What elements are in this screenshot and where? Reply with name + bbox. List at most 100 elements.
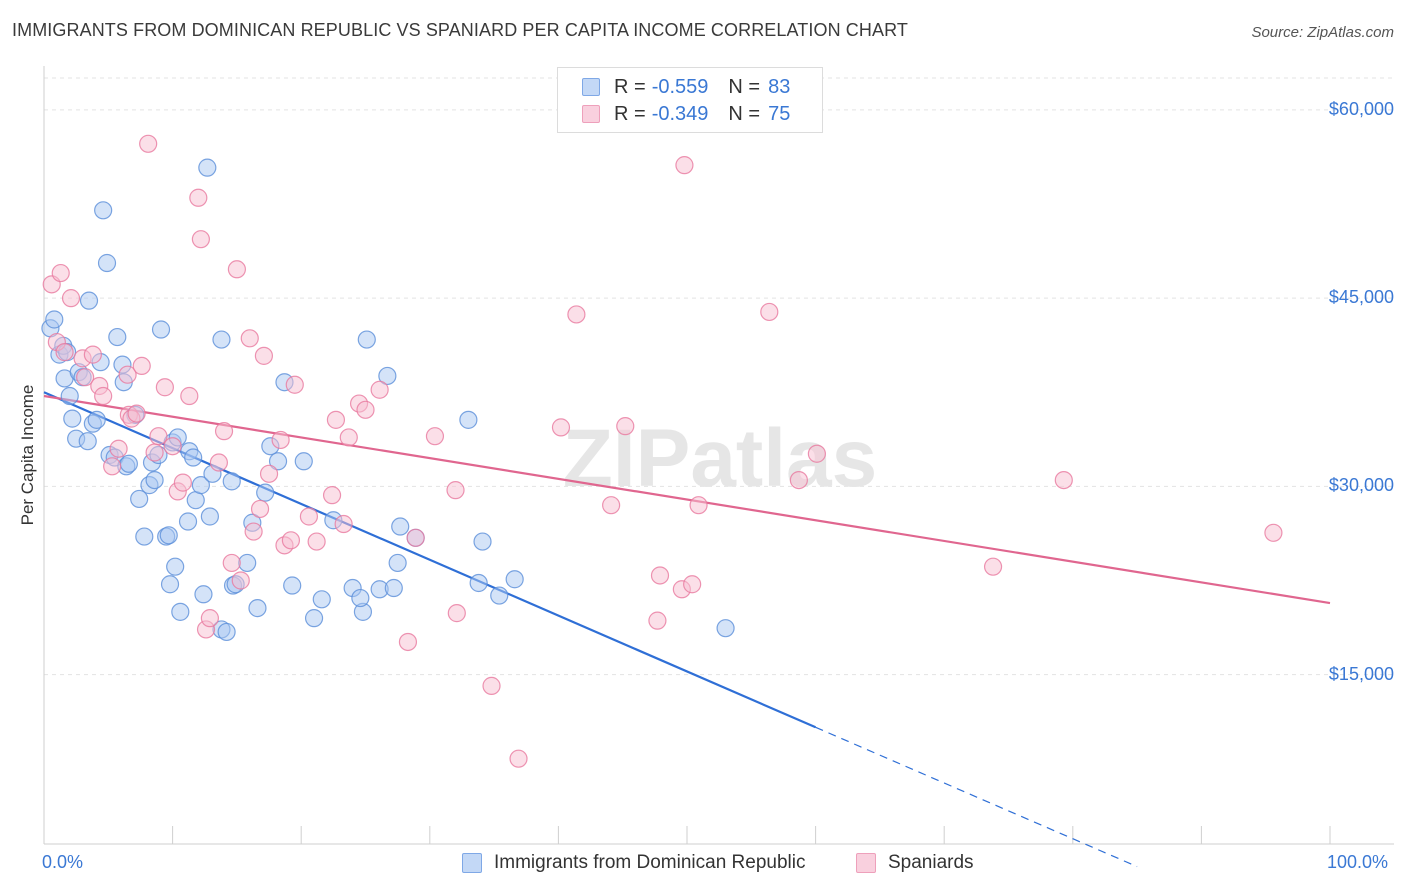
point-dominican: [145, 470, 164, 490]
bottom-legend-dominican: Immigrants from Dominican Republic: [462, 852, 806, 874]
point-dominican: [79, 291, 99, 310]
point-dominican: [490, 586, 509, 605]
point-dominican: [194, 585, 213, 604]
point-spaniard: [259, 464, 279, 483]
point-spaniard: [689, 496, 708, 515]
point-spaniard: [55, 343, 74, 362]
point-spaniard: [118, 365, 137, 384]
point-spaniard: [281, 531, 301, 550]
point-spaniard: [227, 260, 246, 279]
point-dominican: [166, 557, 185, 576]
point-dominican: [716, 619, 735, 638]
point-dominican: [78, 432, 97, 451]
point-spaniard: [127, 404, 146, 423]
point-spaniard: [163, 437, 182, 456]
legend-r-label: R =: [614, 75, 646, 98]
bottom-legend-spaniards: Spaniards: [856, 852, 974, 874]
point-dominican: [171, 602, 190, 621]
legend-r-label: R =: [614, 102, 646, 125]
source-label: Source: ZipAtlas.com: [1251, 24, 1394, 41]
point-dominican: [238, 553, 257, 573]
trendline-spaniards: [43, 394, 1331, 605]
point-dominican: [63, 409, 82, 428]
point-spaniard: [398, 632, 418, 652]
point-spaniard: [551, 418, 571, 437]
point-spaniard: [567, 305, 586, 324]
point-spaniard: [250, 499, 270, 519]
point-spaniard: [155, 378, 174, 397]
point-dominican: [184, 448, 203, 467]
point-dominican: [160, 575, 180, 594]
point-dominican: [256, 483, 275, 502]
point-dominican: [200, 507, 219, 526]
bottom-legend-label-dominican: Immigrants from Dominican Republic: [494, 852, 806, 873]
point-spaniard: [334, 514, 353, 534]
point-spaniard: [132, 356, 151, 376]
point-dominican: [248, 598, 267, 618]
point-dominican: [191, 476, 210, 495]
point-dominican: [505, 570, 524, 589]
point-spaniard: [180, 386, 199, 406]
point-dominican: [384, 578, 403, 598]
bottom-legend-swatch-spaniards: [856, 853, 876, 873]
point-spaniard: [139, 134, 158, 153]
legend-swatch-spaniards: [582, 105, 600, 123]
x-tick-label-max: 100.0%: [1327, 852, 1389, 872]
point-dominican: [186, 491, 205, 510]
point-spaniard: [83, 345, 102, 364]
point-spaniard: [285, 375, 304, 394]
point-spaniard: [1054, 470, 1073, 490]
x-tick-label-min: 0.0%: [42, 852, 84, 872]
watermark: ZIPatlas: [563, 413, 877, 504]
point-dominican: [217, 622, 236, 642]
y-tick-label: $60,000: [1328, 98, 1394, 119]
point-spaniard: [406, 528, 425, 547]
bottom-legend-label-spaniards: Spaniards: [888, 852, 974, 873]
legend-n-label: N =: [728, 75, 761, 98]
point-spaniard: [76, 368, 95, 387]
point-spaniard: [425, 427, 445, 446]
y-tick-label: $30,000: [1328, 475, 1394, 496]
y-tick-label: $15,000: [1328, 663, 1394, 684]
point-spaniard: [446, 481, 465, 500]
point-dominican: [198, 158, 217, 177]
point-dominican: [294, 452, 313, 471]
point-dominican: [45, 310, 64, 329]
y-tick-label: $45,000: [1328, 287, 1394, 308]
legend-n-value: 75: [768, 102, 791, 125]
legend-n-label: N =: [728, 102, 761, 125]
point-dominican: [351, 588, 370, 608]
point-spaniard: [482, 676, 501, 695]
point-dominican: [222, 472, 241, 491]
legend-r-value: -0.559: [651, 75, 709, 98]
point-spaniard: [299, 507, 319, 526]
point-dominican: [108, 327, 127, 347]
point-spaniard: [339, 428, 358, 447]
point-spaniard: [322, 486, 342, 505]
point-dominican: [135, 527, 154, 546]
point-spaniard: [675, 156, 694, 175]
point-spaniard: [602, 496, 621, 515]
point-spaniard: [214, 422, 234, 441]
point-spaniard: [240, 329, 259, 348]
point-spaniard: [173, 473, 192, 492]
point-spaniard: [1264, 523, 1283, 542]
point-spaniard: [983, 557, 1003, 576]
axes: [43, 66, 1394, 845]
point-dominican: [97, 253, 117, 273]
point-dominican: [268, 452, 288, 471]
legend-swatch-dominican: [582, 78, 600, 96]
data-points: [41, 134, 1283, 768]
point-spaniard: [200, 609, 219, 628]
point-spaniard: [51, 263, 70, 283]
point-dominican: [60, 386, 79, 406]
point-spaniard: [326, 410, 346, 429]
point-dominican: [94, 201, 113, 220]
y-axis-label: Per Capita Income: [18, 384, 37, 526]
point-spaniard: [648, 611, 667, 630]
point-spaniard: [356, 400, 375, 419]
point-dominican: [130, 489, 149, 509]
chart-title: IMMIGRANTS FROM DOMINICAN REPUBLIC VS SP…: [12, 20, 908, 40]
point-dominican: [459, 410, 478, 429]
